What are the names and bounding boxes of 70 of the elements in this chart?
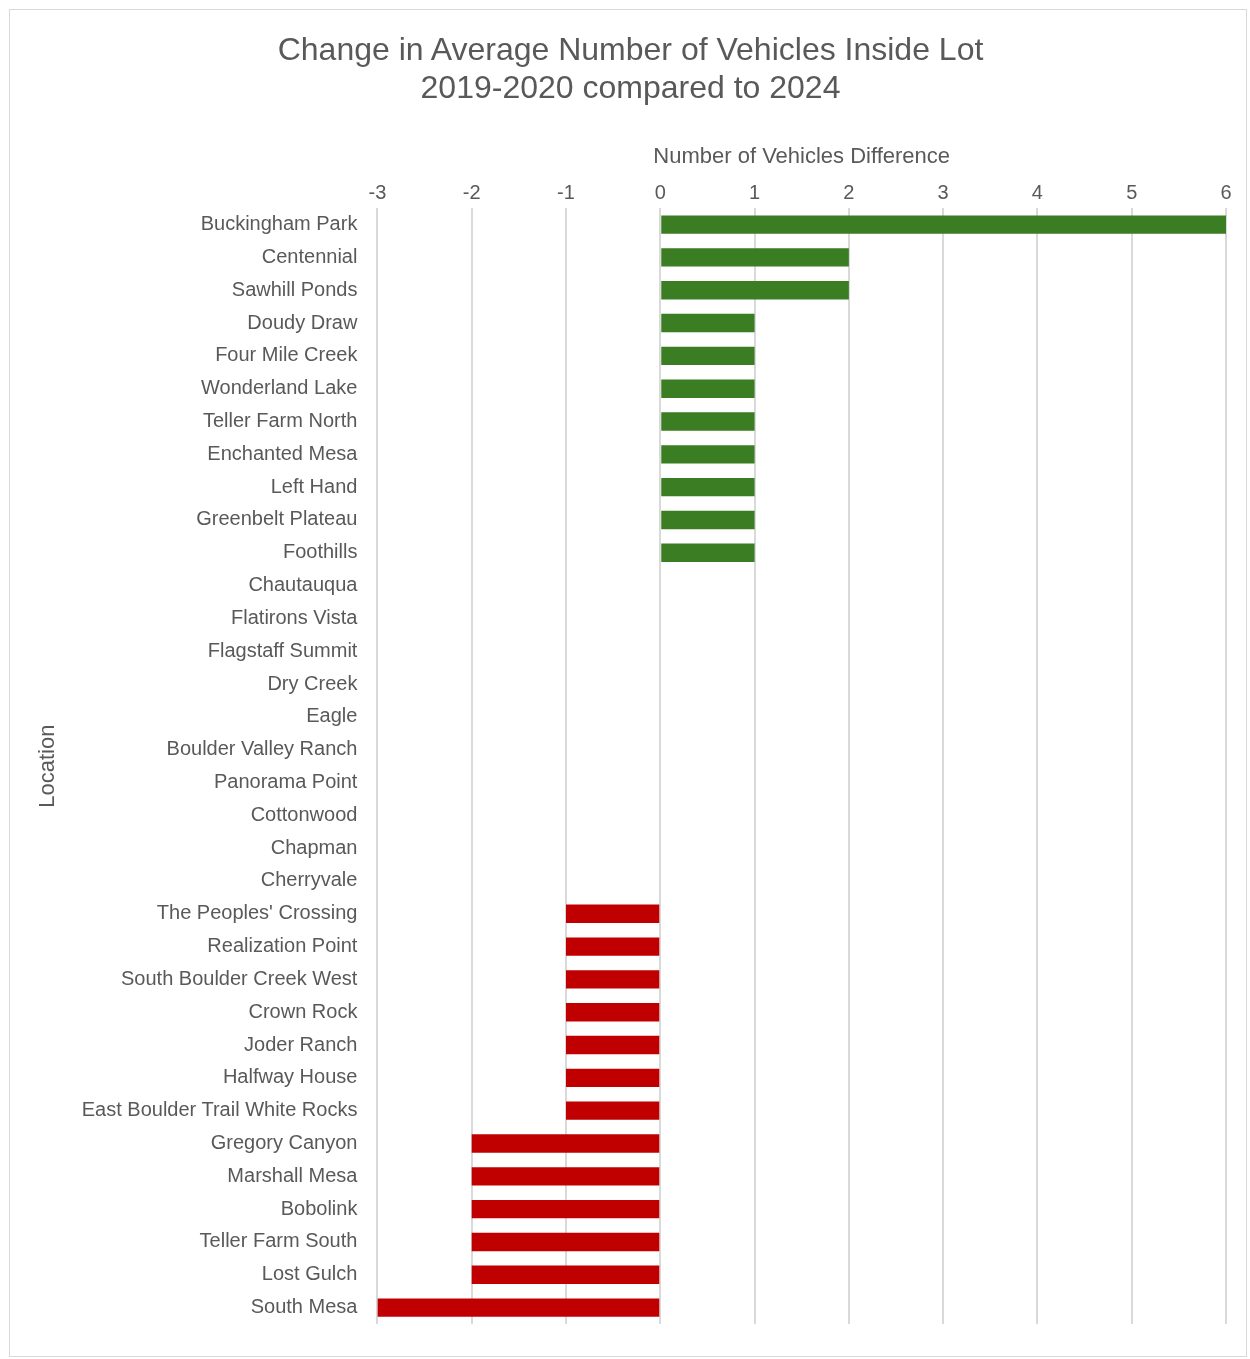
x-tick-label: 3	[937, 180, 949, 203]
y-tick-label: Joder Ranch	[244, 1032, 358, 1055]
y-tick-label: Four Mile Creek	[215, 343, 359, 366]
y-tick-label: Lost Gulch	[261, 1262, 358, 1285]
y-tick-label: Centennial	[261, 244, 358, 267]
x-tick-label: 1	[749, 180, 761, 203]
x-tick-label: 4	[1031, 180, 1043, 203]
bar	[661, 445, 755, 464]
y-tick-label: Flagstaff Summit	[207, 638, 358, 661]
y-tick-label: Gregory Canyon	[210, 1131, 358, 1154]
x-axis-title: Number of Vehicles Difference	[653, 143, 951, 169]
y-tick-label: Dry Creek	[267, 671, 359, 694]
y-tick-label: South Boulder Creek West	[120, 966, 358, 989]
y-tick-label: Teller Farm South	[199, 1229, 358, 1252]
y-tick-label: Cherryvale	[260, 868, 358, 891]
bar	[661, 412, 755, 431]
chart-title: Change in Average Number of Vehicles Inside Lot 2019-2020 compared to 2024	[277, 31, 984, 106]
bar	[565, 970, 660, 989]
y-tick-label: Chapman	[270, 835, 358, 858]
bar	[565, 1003, 660, 1022]
x-tick-label: -1	[557, 180, 575, 203]
y-tick-label: Panorama Point	[213, 770, 358, 793]
x-tick-label: -3	[368, 180, 387, 203]
bar	[661, 346, 755, 366]
bar	[565, 1035, 660, 1055]
bar	[661, 281, 849, 300]
y-tick-label: Bobolink	[280, 1196, 359, 1219]
y-tick-label: Foothills	[282, 540, 358, 563]
y-tick-label: South Mesa	[250, 1295, 359, 1318]
bar	[565, 904, 660, 923]
y-tick-label: Doudy Draw	[247, 310, 358, 333]
x-tick-label: -2	[462, 180, 481, 203]
y-tick-label: East Boulder Trail White Rocks	[81, 1098, 358, 1121]
bar	[471, 1167, 660, 1186]
y-tick-label: Wonderland Lake	[201, 376, 358, 399]
x-tick-label: 0	[654, 180, 666, 203]
y-tick-label: The Peoples' Crossing	[156, 901, 358, 924]
x-tick-label: 5	[1126, 180, 1138, 203]
y-tick-label: Crown Rock	[248, 999, 359, 1022]
bar	[661, 313, 755, 333]
y-tick-label: Marshall Mesa	[227, 1163, 359, 1186]
y-tick-label: Realization Point	[207, 934, 358, 957]
x-tick-label: 6	[1220, 180, 1232, 203]
y-tick-label: Teller Farm North	[202, 409, 358, 432]
bar	[377, 1298, 660, 1317]
bar	[471, 1265, 660, 1284]
y-tick-label: Chautauqua	[248, 573, 359, 596]
bar	[661, 477, 755, 497]
bar	[565, 937, 660, 956]
y-tick-label: Halfway House	[222, 1065, 358, 1088]
y-tick-label: Greenbelt Plateau	[196, 507, 358, 530]
y-tick-label: Buckingham Park	[200, 212, 359, 235]
bar	[661, 379, 755, 398]
bar	[661, 543, 755, 562]
bar	[565, 1101, 660, 1120]
bar	[565, 1068, 660, 1088]
y-axis-title: Location	[34, 724, 60, 808]
y-tick-label: Sawhill Ponds	[231, 277, 358, 300]
y-tick-label: Eagle	[306, 704, 358, 727]
y-tick-label: Boulder Valley Ranch	[166, 737, 358, 760]
bar	[661, 510, 755, 530]
x-tick-label: 2	[843, 180, 855, 203]
bar	[661, 248, 849, 267]
bar	[471, 1134, 660, 1153]
bar	[471, 1199, 660, 1219]
y-tick-label: Cottonwood	[250, 802, 358, 825]
bar	[471, 1232, 660, 1252]
y-tick-label: Enchanted Mesa	[207, 441, 359, 464]
y-tick-label: Left Hand	[270, 474, 358, 497]
y-tick-label: Flatirons Vista	[231, 605, 359, 628]
